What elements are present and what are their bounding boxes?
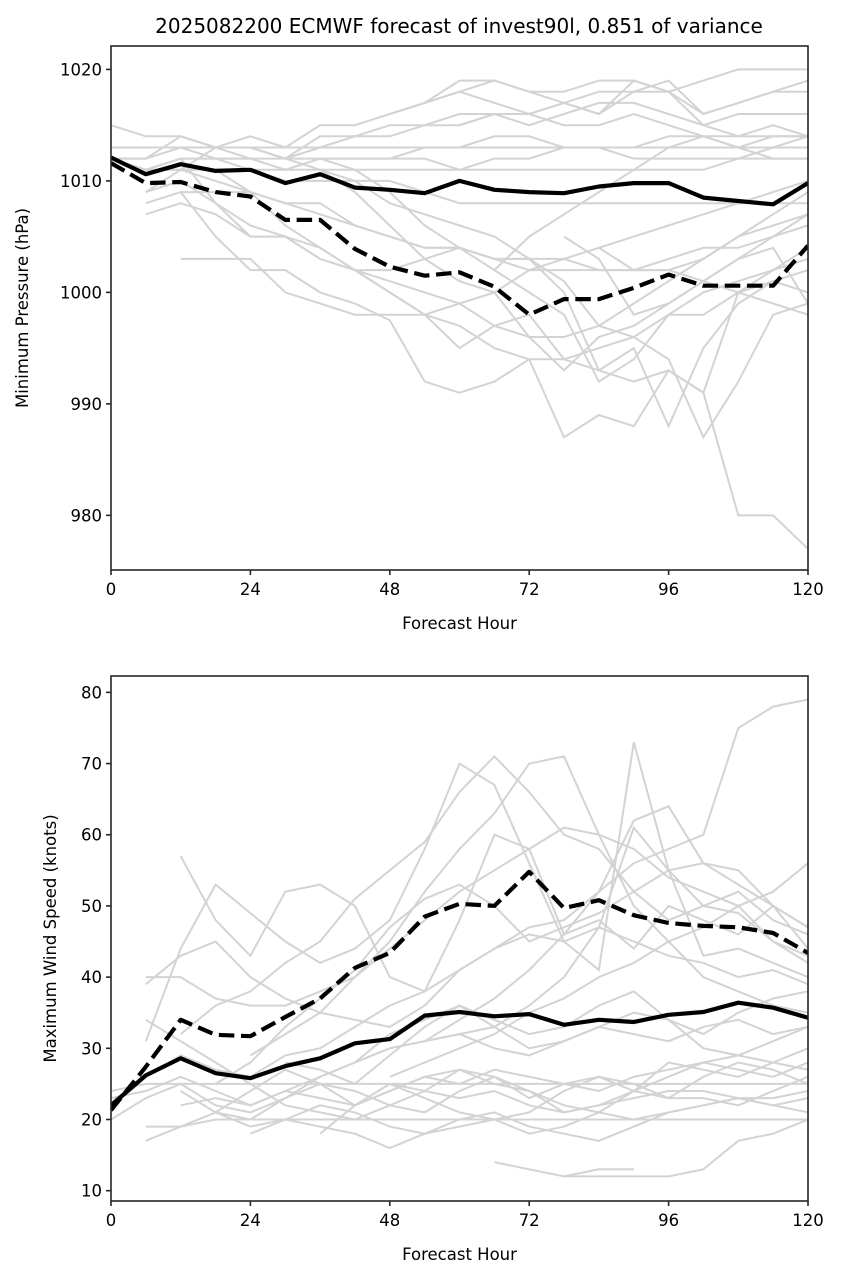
ensemble-member-line: [180, 257, 808, 361]
ensemble-member-line: [145, 826, 808, 1007]
ensemble-member-line: [145, 1118, 808, 1128]
x-tick-label: 96: [658, 580, 679, 599]
ensemble-member-line: [145, 179, 808, 338]
y-tick-label: 30: [81, 1039, 102, 1058]
ensemble-member-line: [111, 157, 808, 205]
ensemble-member-line: [319, 168, 808, 372]
axes-frame: [110, 675, 809, 1202]
plot-area: [111, 68, 808, 551]
ensemble-member-line: [179, 833, 808, 993]
plot-area: [111, 698, 808, 1178]
y-tick-label: 40: [81, 968, 102, 987]
chart-title: 2025082200 ECMWF forecast of invest90l, …: [155, 14, 763, 38]
ensemble-member-line: [111, 101, 808, 160]
x-tick-label: 48: [379, 580, 400, 599]
ensemble-member-line: [424, 79, 808, 138]
ensemble-member-line: [598, 246, 808, 316]
ensemble-member-line: [144, 741, 808, 1042]
x-axis-label: Forecast Hour: [402, 614, 517, 633]
x-tick-label: 24: [240, 1211, 261, 1230]
axes-frame: [110, 45, 809, 571]
y-tick-label: 10: [81, 1182, 102, 1201]
ensemble-member-line: [111, 135, 808, 171]
y-tick-label: 50: [81, 897, 102, 916]
ensemble-member-line: [319, 1068, 808, 1135]
ensemble-member-line: [180, 754, 808, 1035]
wind-panel: 0 24 48 72 96 120 10 20 30 40 50 60 70 80 Forecast Hou…: [41, 675, 824, 1264]
ensemble-member-line: [389, 1061, 808, 1121]
ensemble-member-line: [494, 1118, 808, 1178]
ensemble-member-line: [111, 135, 808, 171]
y-tick-label: 980: [71, 506, 103, 525]
y-tick-label: 60: [81, 826, 102, 845]
y-tick-label: 990: [71, 395, 103, 414]
x-tick-label: 72: [519, 580, 540, 599]
ensemble-member-line: [111, 68, 808, 160]
y-tick-label: 1000: [60, 283, 102, 302]
y-tick-label: 80: [81, 683, 102, 702]
x-tick-label: 120: [792, 1211, 824, 1230]
solid-mean-line: [111, 155, 808, 207]
solid-mean-line: [111, 1000, 808, 1107]
x-tick-label: 24: [240, 580, 261, 599]
ensemble-member-line: [215, 168, 808, 429]
ensemble-member-line: [389, 861, 808, 1078]
x-axis-label: Forecast Hour: [402, 1245, 517, 1264]
x-tick-label: 72: [519, 1211, 540, 1230]
y-tick-label: 1010: [60, 172, 102, 191]
ensemble-member-line: [389, 79, 808, 116]
ensemble-member-line: [250, 146, 808, 440]
ensemble-member-line: [215, 1047, 808, 1114]
ensemble-member-line: [145, 805, 808, 1028]
ensemble-member-line: [179, 157, 808, 395]
x-tick-label: 120: [792, 580, 824, 599]
y-axis-label: Minimum Pressure (hPa): [13, 208, 32, 408]
ensemble-member-line: [563, 1168, 634, 1178]
dashed-mean-line: [111, 161, 808, 317]
ensemble-member-line: [250, 1097, 808, 1150]
ensemble-member-line: [111, 1061, 808, 1107]
dashed-mean-line: [111, 869, 808, 1112]
ensemble-member-line: [493, 135, 808, 271]
x-tick-label: 96: [658, 1211, 679, 1230]
y-tick-label: 70: [81, 755, 102, 774]
x-tick-label: 0: [106, 580, 117, 599]
y-tick-label: 20: [81, 1110, 102, 1129]
y-tick-label: 1020: [60, 60, 102, 79]
ensemble-member-line: [459, 112, 808, 149]
ensemble-member-line: [179, 191, 808, 551]
ensemble-member-line: [145, 135, 808, 193]
x-tick-label: 48: [379, 1211, 400, 1230]
ensemble-member-line: [424, 698, 808, 1043]
ensemble-member-line: [354, 990, 808, 1064]
pressure-panel: 0 24 48 72 96 120 980 990 1000 1010 1020 Forecast H…: [13, 45, 824, 633]
y-axis-label: Maximum Wind Speed (knots): [41, 814, 60, 1062]
x-tick-label: 0: [106, 1211, 117, 1230]
ensemble-member-line: [285, 990, 808, 1086]
